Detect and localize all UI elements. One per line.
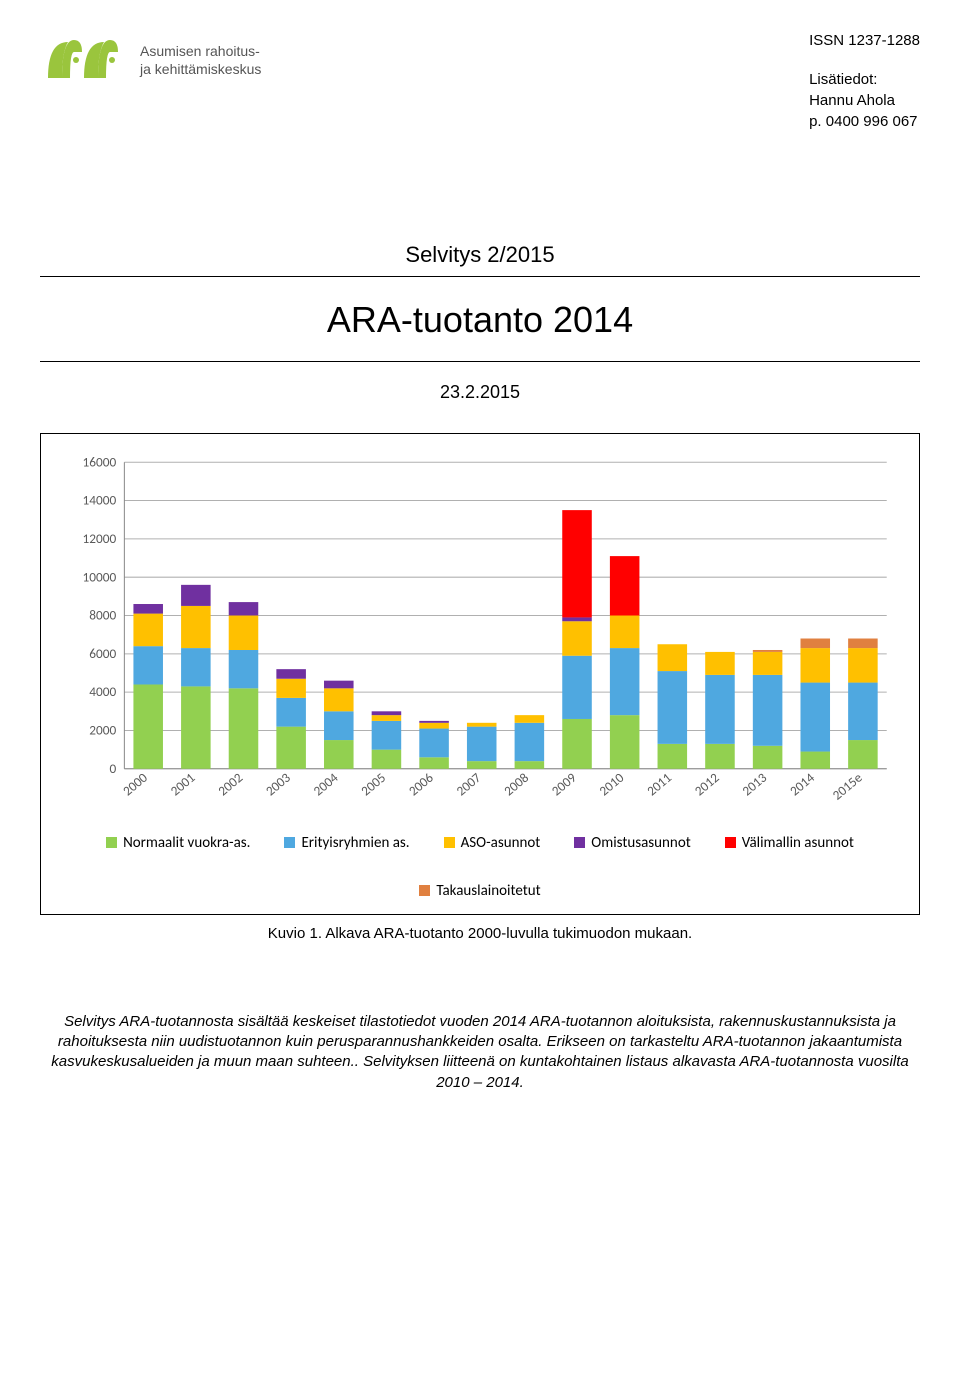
svg-text:8000: 8000	[89, 607, 116, 624]
svg-text:2005: 2005	[357, 769, 389, 799]
logo-subtitle-line1: Asumisen rahoitus-	[140, 42, 261, 60]
issn-text: ISSN 1237-1288	[809, 30, 920, 51]
legend-label: Normaalit vuokra-as.	[123, 834, 250, 852]
abstract-text: Selvitys ARA-tuotannosta sisältää keskei…	[40, 1012, 920, 1093]
legend-label: Välimallin asunnot	[742, 834, 854, 852]
legend-label: Takauslainoitetut	[436, 882, 540, 900]
legend-swatch	[444, 837, 455, 848]
svg-text:2012: 2012	[691, 769, 723, 799]
chart-container: 0200040006000800010000120001400016000200…	[40, 433, 920, 915]
header-row: Asumisen rahoitus- ja kehittämiskeskus I…	[40, 30, 920, 132]
chart-legend: Normaalit vuokra-as. Erityisryhmien as. AS…	[61, 834, 899, 900]
ara-logo-icon	[40, 30, 130, 90]
legend-label: Erityisryhmien as.	[301, 834, 409, 852]
svg-text:10000: 10000	[83, 568, 117, 585]
legend-item: Takauslainoitetut	[419, 882, 540, 900]
legend-item: Normaalit vuokra-as.	[106, 834, 250, 852]
chart-caption: Kuvio 1. Alkava ARA-tuotanto 2000-luvull…	[40, 925, 920, 942]
legend-swatch	[574, 837, 585, 848]
svg-text:12000: 12000	[83, 530, 117, 547]
svg-text:2003: 2003	[262, 769, 294, 799]
svg-text:2015e: 2015e	[829, 769, 866, 804]
logo-block: Asumisen rahoitus- ja kehittämiskeskus	[40, 30, 261, 90]
svg-text:4000: 4000	[89, 683, 116, 700]
svg-text:16000: 16000	[83, 453, 117, 470]
legend-label: ASO-asunnot	[461, 834, 541, 852]
rule-top	[40, 276, 920, 277]
svg-text:2000: 2000	[89, 722, 116, 739]
svg-text:2001: 2001	[167, 769, 199, 799]
legend-item: Erityisryhmien as.	[284, 834, 409, 852]
svg-text:2006: 2006	[405, 769, 437, 799]
legend-item: Välimallin asunnot	[725, 834, 854, 852]
contact-name: Hannu Ahola	[809, 90, 920, 111]
logo-subtitle-line2: ja kehittämiskeskus	[140, 60, 261, 78]
legend-item: Omistusasunnot	[574, 834, 690, 852]
svg-text:2013: 2013	[739, 769, 771, 799]
svg-text:2014: 2014	[786, 769, 818, 799]
legend-label: Omistusasunnot	[591, 834, 690, 852]
legend-swatch	[284, 837, 295, 848]
svg-text:2002: 2002	[215, 769, 247, 799]
main-title: ARA-tuotanto 2014	[40, 299, 920, 341]
legend-swatch	[725, 837, 736, 848]
contact-phone: p. 0400 996 067	[809, 111, 920, 132]
series-line: Selvitys 2/2015	[40, 242, 920, 268]
contact-label: Lisätiedot:	[809, 69, 920, 90]
svg-text:2011: 2011	[643, 769, 675, 799]
date-line: 23.2.2015	[40, 382, 920, 403]
stacked-bar-chart: 0200040006000800010000120001400016000200…	[61, 452, 899, 820]
svg-text:14000: 14000	[83, 492, 117, 509]
legend-item: ASO-asunnot	[444, 834, 541, 852]
svg-text:6000: 6000	[89, 645, 116, 662]
svg-text:2009: 2009	[548, 769, 580, 799]
logo-subtitle: Asumisen rahoitus- ja kehittämiskeskus	[140, 42, 261, 78]
svg-text:2004: 2004	[310, 769, 342, 799]
svg-text:2007: 2007	[453, 769, 485, 799]
rule-bottom	[40, 361, 920, 362]
header-right: ISSN 1237-1288 Lisätiedot: Hannu Ahola p…	[809, 30, 920, 132]
svg-text:2008: 2008	[500, 769, 532, 799]
svg-text:2010: 2010	[596, 769, 628, 799]
svg-text:0: 0	[109, 760, 116, 777]
legend-swatch	[419, 885, 430, 896]
svg-text:2000: 2000	[119, 769, 151, 799]
legend-swatch	[106, 837, 117, 848]
